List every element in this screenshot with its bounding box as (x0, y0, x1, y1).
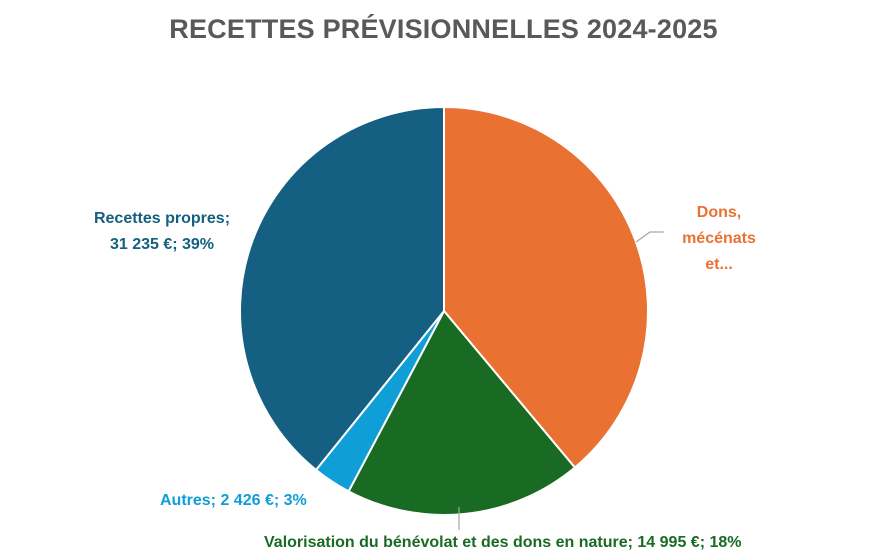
data-label-recettes-propres: Recettes propres; 31 235 €; 39% (93, 210, 231, 253)
slice-dons (443, 105, 649, 469)
data-label-dons: Dons, mécénats et... (682, 204, 756, 273)
slice-recettes-propres (239, 105, 445, 472)
data-label-valorisation: Valorisation du bénévolat et des dons en… (264, 534, 742, 551)
leader-line-dons (635, 231, 664, 243)
chart-title: RECETTES PRÉVISIONNELLES 2024-2025 (169, 14, 718, 44)
slice-valorisation (347, 309, 577, 516)
data-label-autres: Autres; 2 426 €; 3% (160, 492, 307, 509)
